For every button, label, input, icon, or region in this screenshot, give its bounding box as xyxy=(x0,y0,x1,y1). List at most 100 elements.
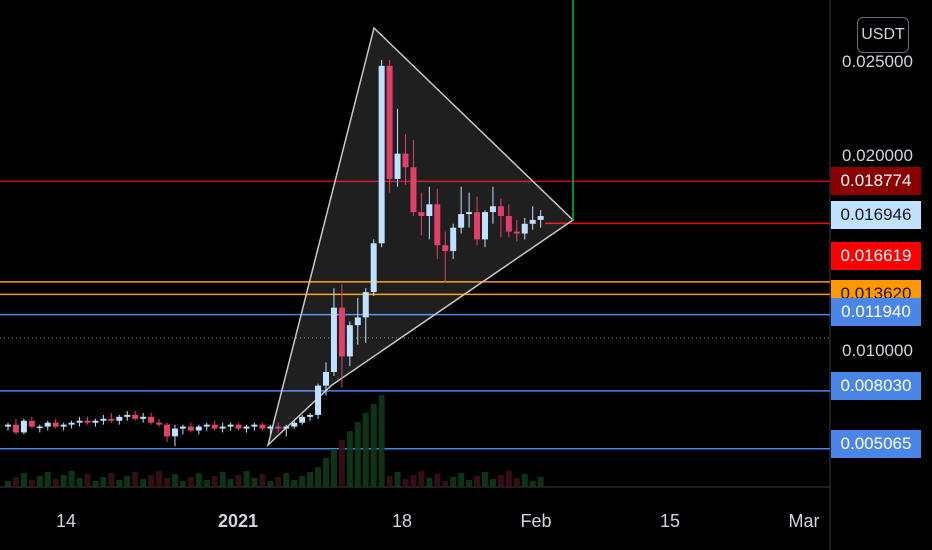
currency-button[interactable]: USDT xyxy=(857,17,909,53)
volume-bar-47 xyxy=(378,395,385,487)
volume-bar-29 xyxy=(235,475,242,487)
volume-bar-67 xyxy=(537,477,544,487)
volume-bar-39 xyxy=(315,467,322,487)
candle-body-32 xyxy=(259,424,266,429)
candle-body-43 xyxy=(346,325,353,357)
candle-body-65 xyxy=(521,223,528,234)
candle-body-9 xyxy=(76,420,83,423)
candle-body-21 xyxy=(171,428,178,437)
volume-bar-40 xyxy=(323,458,329,487)
volume-bar-12 xyxy=(100,477,107,487)
candle-body-40 xyxy=(323,372,329,386)
volume-bar-38 xyxy=(307,472,314,487)
candle-body-52 xyxy=(418,212,425,216)
volume-bar-44 xyxy=(354,422,361,487)
candle-body-62 xyxy=(497,206,504,216)
volume-bar-64 xyxy=(513,478,520,487)
candle-body-4 xyxy=(36,426,43,429)
volume-bar-4 xyxy=(36,476,43,487)
candle-body-27 xyxy=(219,426,226,429)
volume-bar-23 xyxy=(187,477,194,487)
volume-bar-49 xyxy=(394,472,401,487)
volume-bar-55 xyxy=(442,481,449,487)
volume-bar-36 xyxy=(291,480,298,487)
candle-body-55 xyxy=(442,245,449,252)
volume-bar-22 xyxy=(179,481,186,487)
volume-bar-58 xyxy=(466,480,473,487)
candle-body-6 xyxy=(52,422,59,427)
candle-body-3 xyxy=(28,420,35,427)
candle-body-18 xyxy=(148,416,155,423)
candle-body-24 xyxy=(195,426,202,431)
volume-bar-16 xyxy=(132,472,139,487)
candle-body-39 xyxy=(315,385,322,415)
candle-body-11 xyxy=(92,420,99,423)
volume-bar-32 xyxy=(259,474,266,487)
volume-bar-8 xyxy=(68,471,75,487)
candle-body-67 xyxy=(537,216,544,220)
volume-bar-26 xyxy=(211,476,218,487)
candle-body-64 xyxy=(513,231,520,234)
volume-bar-51 xyxy=(410,475,417,487)
price-badge-dark-red: 0.018774 xyxy=(831,167,921,195)
candle-body-7 xyxy=(60,424,67,427)
candle-body-17 xyxy=(140,416,147,419)
candle-body-46 xyxy=(370,243,377,293)
volume-bar-43 xyxy=(346,431,353,487)
time-tick-2021: 2021 xyxy=(217,511,259,531)
candle-body-30 xyxy=(243,426,250,429)
volume-bar-57 xyxy=(458,473,465,487)
candle-body-35 xyxy=(283,426,290,429)
volume-bar-52 xyxy=(418,471,425,487)
candle-body-16 xyxy=(132,414,139,419)
volume-bar-18 xyxy=(148,475,155,487)
volume-bar-13 xyxy=(108,473,115,487)
volume-bar-24 xyxy=(195,473,202,487)
volume-bar-59 xyxy=(474,476,481,487)
volume-bar-61 xyxy=(489,479,496,487)
candle-body-28 xyxy=(227,424,234,427)
volume-bar-37 xyxy=(299,476,306,487)
volume-bar-5 xyxy=(44,472,51,487)
volume-bar-27 xyxy=(219,472,226,487)
volume-bar-9 xyxy=(76,478,83,487)
price-badge-blue-1: 0.011940 xyxy=(831,298,921,326)
volume-bar-45 xyxy=(362,413,369,487)
candle-body-58 xyxy=(466,212,473,215)
candle-body-53 xyxy=(426,204,433,216)
volume-bar-54 xyxy=(434,474,441,487)
candle-body-20 xyxy=(164,424,170,437)
candle-body-59 xyxy=(474,212,481,240)
volume-bar-56 xyxy=(450,477,457,487)
price-badge-blue-2: 0.008030 xyxy=(831,372,921,400)
volume-bar-14 xyxy=(116,480,123,487)
candle-body-37 xyxy=(299,416,306,423)
volume-bar-2 xyxy=(20,473,27,487)
volume-bar-42 xyxy=(338,440,345,487)
volume-bar-0 xyxy=(5,481,11,487)
candle-body-29 xyxy=(235,424,242,429)
candle-body-49 xyxy=(394,153,401,179)
volume-bar-60 xyxy=(482,472,488,487)
volume-bar-53 xyxy=(426,478,433,487)
time-tick-18: 18 xyxy=(391,511,413,531)
candle-body-48 xyxy=(386,65,393,179)
candle-body-41 xyxy=(330,307,337,372)
volume-bar-30 xyxy=(243,471,250,487)
candle-body-38 xyxy=(307,414,314,417)
candle-body-0 xyxy=(5,424,11,427)
price-tick-0010: 0.010000 xyxy=(842,341,913,360)
volume-bar-63 xyxy=(505,471,512,487)
volume-bar-20 xyxy=(164,478,170,487)
candle-body-44 xyxy=(354,317,361,326)
volume-bar-62 xyxy=(497,475,504,487)
volume-bar-25 xyxy=(203,480,210,487)
volume-bar-1 xyxy=(12,477,19,487)
volume-bar-3 xyxy=(28,480,35,487)
candle-body-45 xyxy=(362,292,369,318)
candle-body-23 xyxy=(187,426,194,431)
price-tick-0025: 0.025000 xyxy=(842,52,913,71)
candle-body-1 xyxy=(12,424,19,433)
